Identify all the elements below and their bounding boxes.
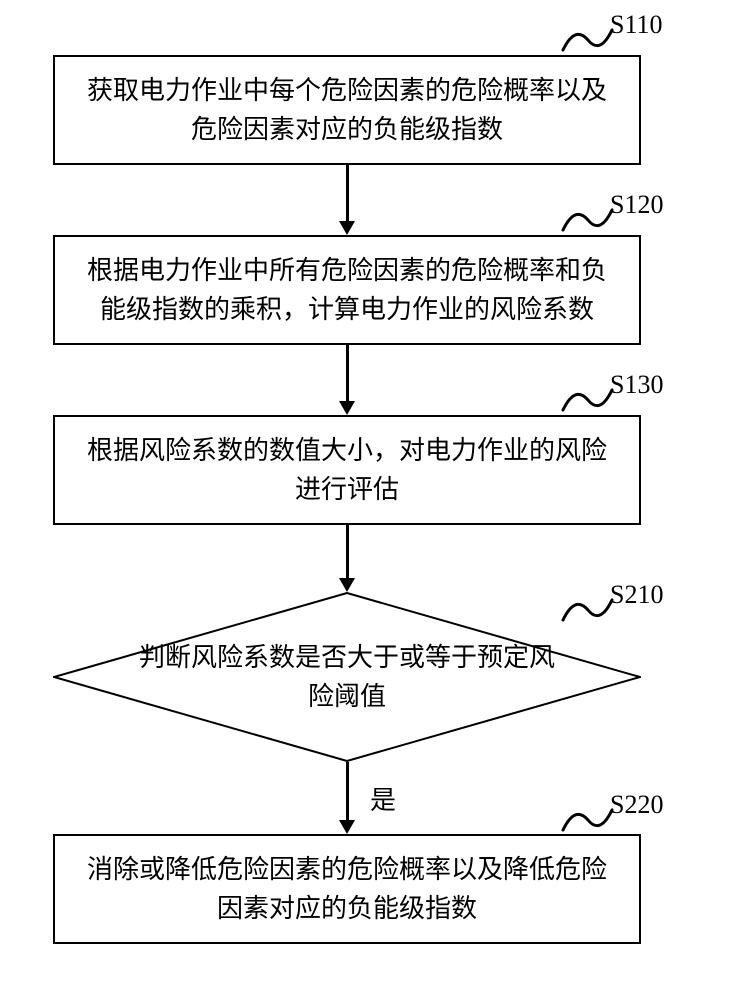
squiggle-s120: [560, 200, 615, 235]
squiggle-s210: [560, 590, 615, 625]
squiggle-s130: [560, 380, 615, 415]
tag-s220: S220: [610, 790, 663, 820]
step-s110: 获取电力作业中每个危险因素的危险概率以及危险因素对应的负能级指数: [53, 55, 641, 165]
arrow-head-s130-s210: [339, 578, 355, 592]
tag-s210: S210: [610, 580, 663, 610]
arrow-s110-s120: [346, 165, 349, 221]
flowchart-canvas: 获取电力作业中每个危险因素的危险概率以及危险因素对应的负能级指数 S110 根据…: [0, 0, 746, 1000]
arrow-s210-s220: [346, 762, 349, 820]
arrow-s120-s130: [346, 345, 349, 401]
tag-s120: S120: [610, 190, 663, 220]
tag-s130-text: S130: [610, 370, 663, 399]
arrow-head-s210-s220: [339, 820, 355, 834]
step-s120: 根据电力作业中所有危险因素的危险概率和负能级指数的乘积，计算电力作业的风险系数: [53, 235, 641, 345]
decision-s210: 判断风险系数是否大于或等于预定风险阈值: [53, 592, 641, 762]
edge-label-yes: 是: [370, 780, 396, 817]
step-s130: 根据风险系数的数值大小，对电力作业的风险进行评估: [53, 415, 641, 525]
tag-s210-text: S210: [610, 580, 663, 609]
arrow-s130-s210: [346, 525, 349, 578]
tag-s110: S110: [610, 10, 663, 40]
edge-label-yes-text: 是: [370, 786, 396, 815]
squiggle-s220: [560, 800, 615, 835]
step-s220-text: 消除或降低危险因素的危险概率以及降低危险因素对应的负能级指数: [75, 850, 619, 928]
step-s120-text: 根据电力作业中所有危险因素的危险概率和负能级指数的乘积，计算电力作业的风险系数: [75, 251, 619, 329]
tag-s110-text: S110: [610, 10, 663, 39]
squiggle-s110: [560, 20, 615, 55]
arrow-head-s110-s120: [339, 221, 355, 235]
tag-s220-text: S220: [610, 790, 663, 819]
tag-s120-text: S120: [610, 190, 663, 219]
step-s130-text: 根据风险系数的数值大小，对电力作业的风险进行评估: [75, 431, 619, 509]
step-s220: 消除或降低危险因素的危险概率以及降低危险因素对应的负能级指数: [53, 834, 641, 944]
arrow-head-s120-s130: [339, 401, 355, 415]
decision-s210-text: 判断风险系数是否大于或等于预定风险阈值: [133, 638, 561, 716]
tag-s130: S130: [610, 370, 663, 400]
step-s110-text: 获取电力作业中每个危险因素的危险概率以及危险因素对应的负能级指数: [75, 71, 619, 149]
